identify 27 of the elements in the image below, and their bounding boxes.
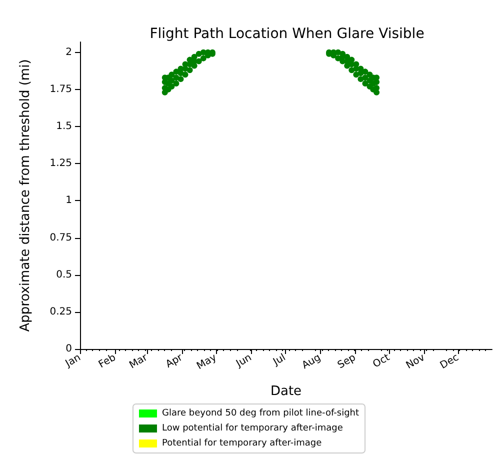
x-tick-label: Apr	[164, 352, 186, 370]
y-tick-label: 0	[66, 344, 72, 354]
x-tick-label: Nov	[404, 352, 427, 372]
y-tick-label: 1.25	[50, 158, 72, 170]
x-tick-label: Jan	[63, 352, 83, 370]
y-tick-label: 1.5	[56, 121, 72, 132]
legend-label: Potential for temporary after-image	[162, 438, 322, 448]
x-tick-label: Jun	[234, 352, 254, 370]
x-tick-label: Sep	[336, 352, 358, 372]
legend-label: Low potential for temporary after-image	[162, 424, 344, 434]
chart-title: Flight Path Location When Glare Visible	[150, 26, 424, 42]
x-tick-label: May	[195, 352, 219, 372]
x-tick-label: Mar	[128, 352, 150, 372]
y-tick-label: 2	[66, 46, 72, 58]
y-tick-label: 1.75	[50, 84, 72, 95]
x-tick-label: Dec	[438, 352, 461, 372]
y-tick-label: 0.75	[50, 232, 72, 244]
y-tick-label: 1	[66, 195, 72, 206]
y-tick-label: 0.5	[56, 269, 72, 280]
x-tick-label: Oct	[371, 352, 392, 370]
x-tick-label: Feb	[97, 352, 118, 371]
y-tick-label: 0.25	[50, 306, 72, 318]
x-axis-title: Date	[270, 384, 302, 399]
legend-label: Glare beyond 50 deg from pilot line-of-sight	[162, 408, 360, 418]
x-tick-label: Jul	[270, 352, 288, 368]
x-tick-label: Aug	[300, 352, 323, 372]
y-axis-title: Approximate distance from threshold (mi)	[18, 59, 33, 332]
